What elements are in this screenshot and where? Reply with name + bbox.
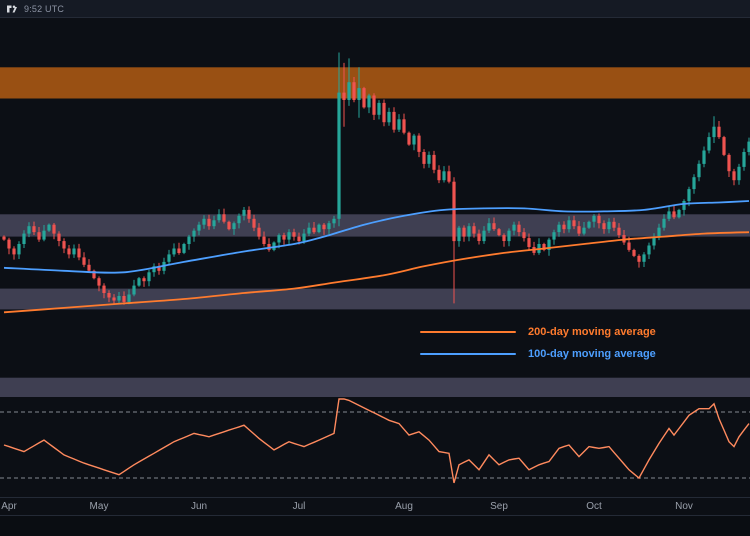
month-label-apr: Apr xyxy=(1,501,17,512)
month-label-nov: Nov xyxy=(675,501,693,512)
ma-legend: 200-day moving average 100-day moving av… xyxy=(420,321,656,365)
ma200-legend-row: 200-day moving average xyxy=(420,321,656,343)
upper-resistance-zone xyxy=(0,67,750,99)
ma100-legend-label: 100-day moving average xyxy=(528,348,656,360)
month-label-oct: Oct xyxy=(586,501,602,512)
month-label-may: May xyxy=(90,501,109,512)
ma200-legend-label: 200-day moving average xyxy=(528,326,656,338)
rsi-line xyxy=(3,398,750,484)
month-label-aug: Aug xyxy=(395,501,413,512)
ma100-legend-row: 100-day moving average xyxy=(420,343,656,365)
publish-timestamp: 9:52 UTC xyxy=(24,3,65,14)
mid-resistance-zone xyxy=(0,214,750,237)
ma100-line xyxy=(3,200,750,274)
price-zones xyxy=(0,67,750,397)
watermark-bar: 9:52 UTC xyxy=(0,0,750,18)
ma200-line-sample xyxy=(420,331,516,333)
ma100-line-sample xyxy=(420,353,516,355)
support-zone xyxy=(0,288,750,310)
tradingview-logo-icon xyxy=(6,3,18,15)
bottom-strip xyxy=(0,515,750,536)
month-label-jul: Jul xyxy=(293,501,306,512)
month-label-jun: Jun xyxy=(191,501,207,512)
candlestick-series xyxy=(2,52,750,305)
lower-support-zone xyxy=(0,377,750,397)
ma200-line xyxy=(3,231,750,314)
month-label-sep: Sep xyxy=(490,501,508,512)
